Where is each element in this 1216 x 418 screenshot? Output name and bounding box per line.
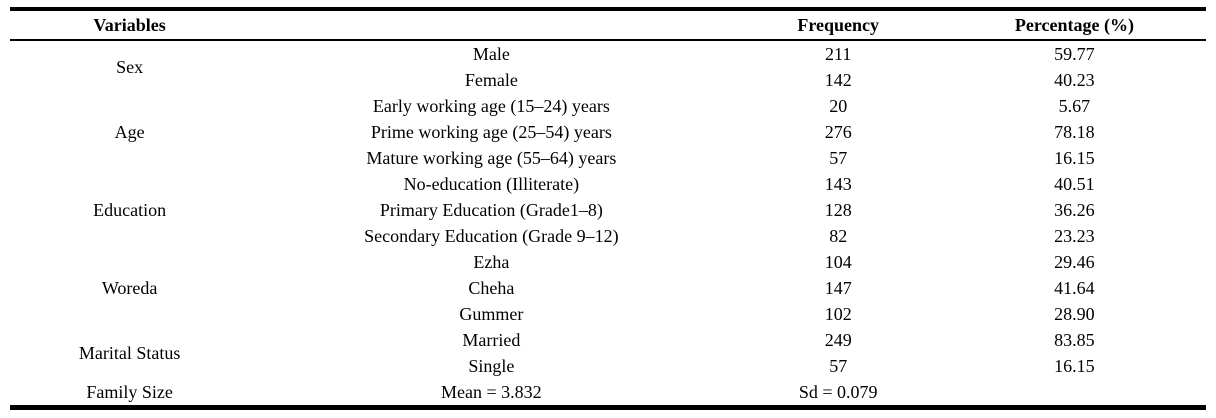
col-header-variables: Variables (93, 15, 166, 35)
table-row: Education No-education (Illiterate) 143 40.… (10, 171, 1206, 220)
category-cell: Cheha (468, 278, 515, 298)
table-row: Sex Male 211 59.77 (10, 40, 1206, 77)
variable-group-label: Sex (116, 57, 144, 77)
col-header-frequency: Frequency (797, 15, 880, 35)
percentage-cell: 59.77 (1054, 44, 1095, 64)
frequency-cell: 143 (824, 174, 852, 194)
percentage-cell: 16.15 (1054, 148, 1095, 168)
table-row: Primary Education (Grade1–8) 128 36.26 (10, 197, 1206, 223)
table-body: Sex Male 211 59.77 Female 142 40.23 Age Early wo… (10, 40, 1206, 408)
frequency-cell: 147 (824, 278, 852, 298)
category-cell: Mature working age (55–64) years (366, 148, 617, 168)
frequency-cell: 57 (829, 356, 848, 376)
variable-group-label: Family Size (86, 382, 173, 402)
percentage-cell: 36.26 (1054, 200, 1095, 220)
percentage-cell: 41.64 (1054, 278, 1095, 298)
category-cell: Secondary Education (Grade 9–12) (364, 226, 619, 246)
table-row: Female 142 40.23 (10, 67, 1206, 93)
frequency-cell: 104 (824, 252, 852, 272)
frequency-cell: 20 (829, 96, 848, 116)
percentage-cell: 29.46 (1054, 252, 1095, 272)
frequency-cell: 142 (824, 70, 852, 90)
frequency-cell: 82 (829, 226, 848, 246)
variable-group-label: Woreda (101, 278, 158, 298)
percentage-cell: 40.51 (1054, 174, 1095, 194)
table-row: Prime working age (25–54) years 276 78.18 (10, 119, 1206, 145)
percentage-cell: 78.18 (1054, 122, 1095, 142)
category-cell: Single (468, 356, 515, 376)
table-row: Marital Status Married 249 83.85 (10, 327, 1206, 363)
frequency-cell: 249 (824, 330, 852, 350)
table-row: Age Early working age (15–24) years 20 5.67 (10, 93, 1206, 142)
header-row: Variables Frequency Percentage (%) (10, 9, 1206, 40)
variable-group-label: Marital Status (78, 343, 181, 363)
category-cell: Primary Education (Grade1–8) (379, 200, 603, 220)
table-row: Single 57 16.15 (10, 353, 1206, 379)
frequency-cell: 102 (824, 304, 852, 324)
table-row: Family Size Mean = 3.832 Sd = 0.079 (10, 379, 1206, 408)
category-cell: Early working age (15–24) years (372, 96, 610, 116)
percentage-cell: 5.67 (1058, 96, 1091, 116)
percentage-cell: 28.90 (1054, 304, 1095, 324)
category-cell: Gummer (459, 304, 524, 324)
percentage-cell: 83.85 (1054, 330, 1095, 350)
frequency-cell: Sd = 0.079 (798, 382, 878, 402)
category-cell: Female (464, 70, 518, 90)
col-header-category-spacer (249, 9, 733, 40)
table-row: Mature working age (55–64) years 57 16.15 (10, 145, 1206, 171)
category-cell: No-education (Illiterate) (403, 174, 580, 194)
category-cell: Mean = 3.832 (441, 382, 542, 402)
category-cell: Prime working age (25–54) years (370, 122, 612, 142)
table-row: Woreda Ezha 104 29.46 (10, 249, 1206, 298)
category-cell: Male (472, 44, 510, 64)
variable-group-label: Age (114, 122, 145, 142)
category-cell: Married (462, 330, 521, 350)
frequency-table: Variables Frequency Percentage (%) Sex Ma… (10, 7, 1206, 410)
frequency-cell: 276 (824, 122, 852, 142)
percentage-cell: 16.15 (1054, 356, 1095, 376)
percentage-cell: 40.23 (1054, 70, 1095, 90)
frequency-cell: 57 (829, 148, 848, 168)
frequency-cell: 128 (824, 200, 852, 220)
table-row: Cheha 147 41.64 (10, 275, 1206, 301)
table-row: Secondary Education (Grade 9–12) 82 23.23 (10, 223, 1206, 249)
category-cell: Ezha (473, 252, 510, 272)
variable-group-label: Education (93, 200, 167, 220)
percentage-cell: 23.23 (1054, 226, 1095, 246)
table-row: Gummer 102 28.90 (10, 301, 1206, 327)
percentage-cell (943, 379, 1206, 408)
col-header-percentage: Percentage (%) (1014, 15, 1134, 35)
frequency-cell: 211 (825, 44, 852, 64)
